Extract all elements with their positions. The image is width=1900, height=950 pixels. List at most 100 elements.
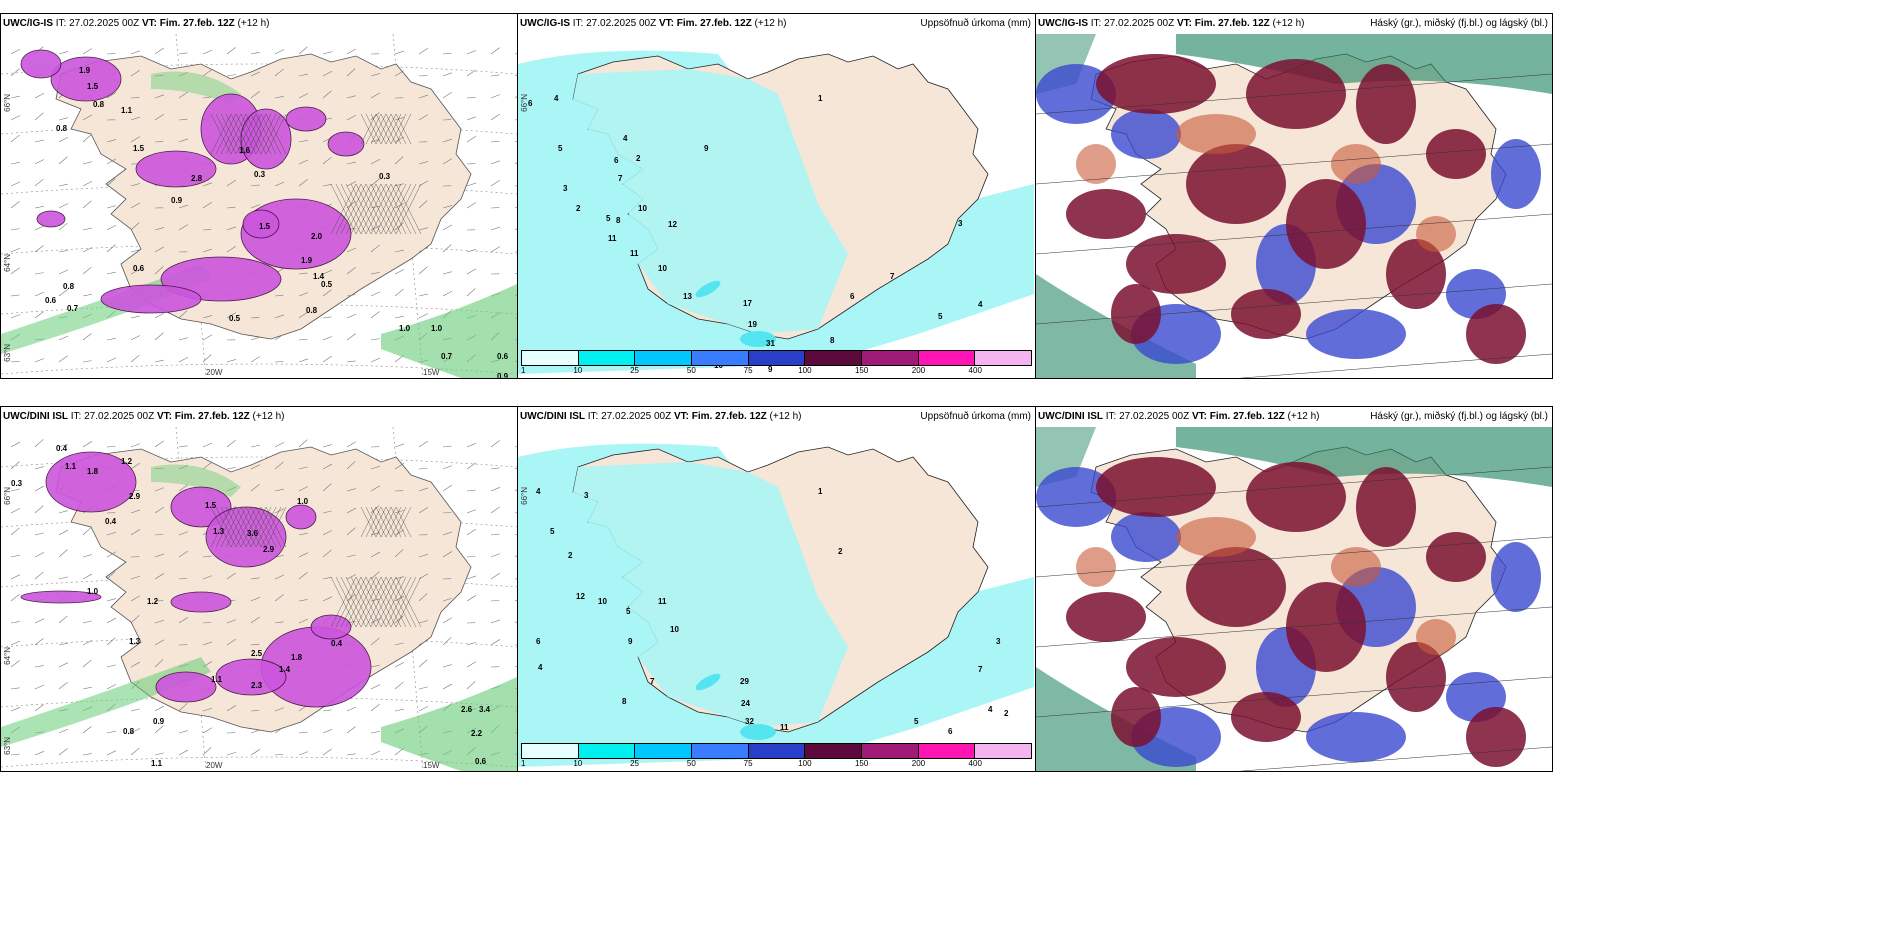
panel-header: UWC/DINI ISL IT: 27.02.2025 00Z VT: Fim.… [1,407,517,427]
map-area[interactable] [1036,427,1552,771]
map-value-label: 0.9 [171,196,183,205]
map-value-label: 31 [766,339,775,348]
map-value-label: 0.4 [331,639,343,648]
map-value-label: 19 [748,320,757,329]
colorbar-segment [748,351,806,365]
map-value-label: 2 [1004,709,1009,718]
model-name: UWC/IG-IS [520,18,570,29]
lon-label: 15W [423,368,440,377]
map-value-label: 2.9 [263,545,275,554]
colorbar-tick-label: 1 [521,366,526,375]
map-value-label: 6 [614,156,619,165]
map-value-label: 9 [704,144,709,153]
map-value-label: 2.2 [471,729,483,738]
map-value-label: 6 [850,292,855,301]
map-value-label: 8 [830,336,835,345]
colorbar-tick-label: 50 [686,759,696,768]
valid-time: VT: Fim. 27.feb. 12Z [673,411,767,422]
valid-time: VT: Fim. 27.feb. 12Z [1176,18,1270,29]
colorbar-tick-label: 150 [854,366,869,375]
colorbar-segment [578,744,636,758]
init-time: IT: 27.02.2025 00Z [587,411,674,422]
colorbar-tick-label: 50 [686,366,696,375]
map-value-label: 0.3 [254,170,266,179]
colorbar-segment [748,744,806,758]
lat-label: 64°N [3,647,12,665]
map-value-label: 12 [668,220,677,229]
map-area[interactable]: 66°N 64°N 63°N 20W 15W 1.9 1.5 0.8 1.1 0.8 1.5 2.8 0… [1,34,517,378]
map-value-label: 3.4 [479,705,491,714]
map-value-label: 3 [563,184,568,193]
map-value-label: 7 [618,174,623,183]
map-area[interactable] [1036,34,1552,378]
map-value-label: 10 [670,625,679,634]
map-value-label: 0.8 [93,100,105,109]
map-value-label: 0.6 [497,352,509,361]
panel-header: UWC/DINI ISL IT: 27.02.2025 00Z VT: Fim.… [1036,407,1552,427]
init-time: IT: 27.02.2025 00Z [572,18,659,29]
map-value-label: 0.5 [321,280,333,289]
map-value-label: 2.9 [129,492,141,501]
map-value-label: 5 [558,144,563,153]
map-value-label: 5 [626,607,631,616]
map-value-label: 29 [740,677,749,686]
map-value-label: 17 [743,299,752,308]
map-value-label: 5 [914,717,919,726]
map-value-label: 0.6 [45,296,57,305]
wind-map [1,34,517,378]
colorbar-labels: 1 10 25 50 75 100 150 200 400 [521,759,1032,770]
map-value-label: 6 [536,637,541,646]
colorbar-tick-label: 25 [630,366,639,375]
map-value-label: 0.3 [11,479,23,488]
lead-time: (+12 h) [1287,411,1320,422]
map-value-label: 1.9 [301,256,313,265]
map-value-label: 4 [554,94,559,103]
map-value-label: 1 [818,487,823,496]
colorbar-tick-label: 10 [573,366,583,375]
valid-time: VT: Fim. 27.feb. 12Z [1191,411,1285,422]
map-value-label: 4 [988,705,993,714]
map-value-label: 4 [623,134,628,143]
map-value-label: 11 [630,249,639,258]
map-value-label: 32 [745,717,754,726]
map-value-label: 1.8 [87,467,99,476]
map-value-label: 8 [616,216,621,225]
map-value-label: 1.5 [259,222,271,231]
map-value-label: 1.5 [133,144,145,153]
map-value-label: 1.6 [239,146,251,155]
colorbar-tick-label: 1 [521,759,526,768]
field-title: Háský (gr.), miðský (fj.bl.) og lágský (… [1370,18,1548,29]
lead-time: (+12 h) [769,411,802,422]
map-area[interactable]: 66°N 64°N 63°N 20W 15W 0.4 1.1 1.8 1.2 2.9 1.5 3.6 2… [1,427,517,771]
init-time: IT: 27.02.2025 00Z [1105,411,1192,422]
map-value-label: 1.5 [87,82,99,91]
precip-map [518,427,1034,771]
map-value-label: 4 [536,487,541,496]
model-name: UWC/IG-IS [3,18,53,29]
colorbar-tick-label: 25 [630,759,639,768]
colorbar-segment [862,351,919,365]
colorbar-tick-label: 150 [854,759,869,768]
map-value-label: 5 [606,214,611,223]
lat-label: 63°N [3,737,12,755]
colorbar-segment [522,351,579,365]
map-value-label: 3 [996,637,1001,646]
map-value-label: 0.9 [153,717,165,726]
panel-igis-cloud: UWC/IG-IS IT: 27.02.2025 00Z VT: Fim. 27… [1035,13,1553,379]
map-value-label: 2 [576,204,581,213]
map-area[interactable]: 66°N 4 3 5 2 6 12 10 11 9 8 7 5 1 2 29 24 32 11 10 4 3 7 6 5 4 2 1 1… [518,427,1035,771]
map-value-label: 0.8 [63,282,75,291]
map-value-label: 2.3 [251,681,263,690]
map-area[interactable]: 66°N645324810111213967521111017193181096… [518,34,1035,378]
model-name: UWC/DINI ISL [3,411,68,422]
colorbar-segment [805,744,863,758]
map-value-label: 11 [658,597,667,606]
valid-time: VT: Fim. 27.feb. 12Z [156,411,250,422]
map-value-label: 1.2 [147,597,159,606]
colorbar-segment [975,351,1032,365]
map-value-label: 4 [538,663,543,672]
map-value-label: 1.8 [291,653,303,662]
map-value-label: 2.6 [461,705,473,714]
colorbar-tick-label: 100 [798,366,812,375]
map-value-label: 3.6 [247,529,259,538]
